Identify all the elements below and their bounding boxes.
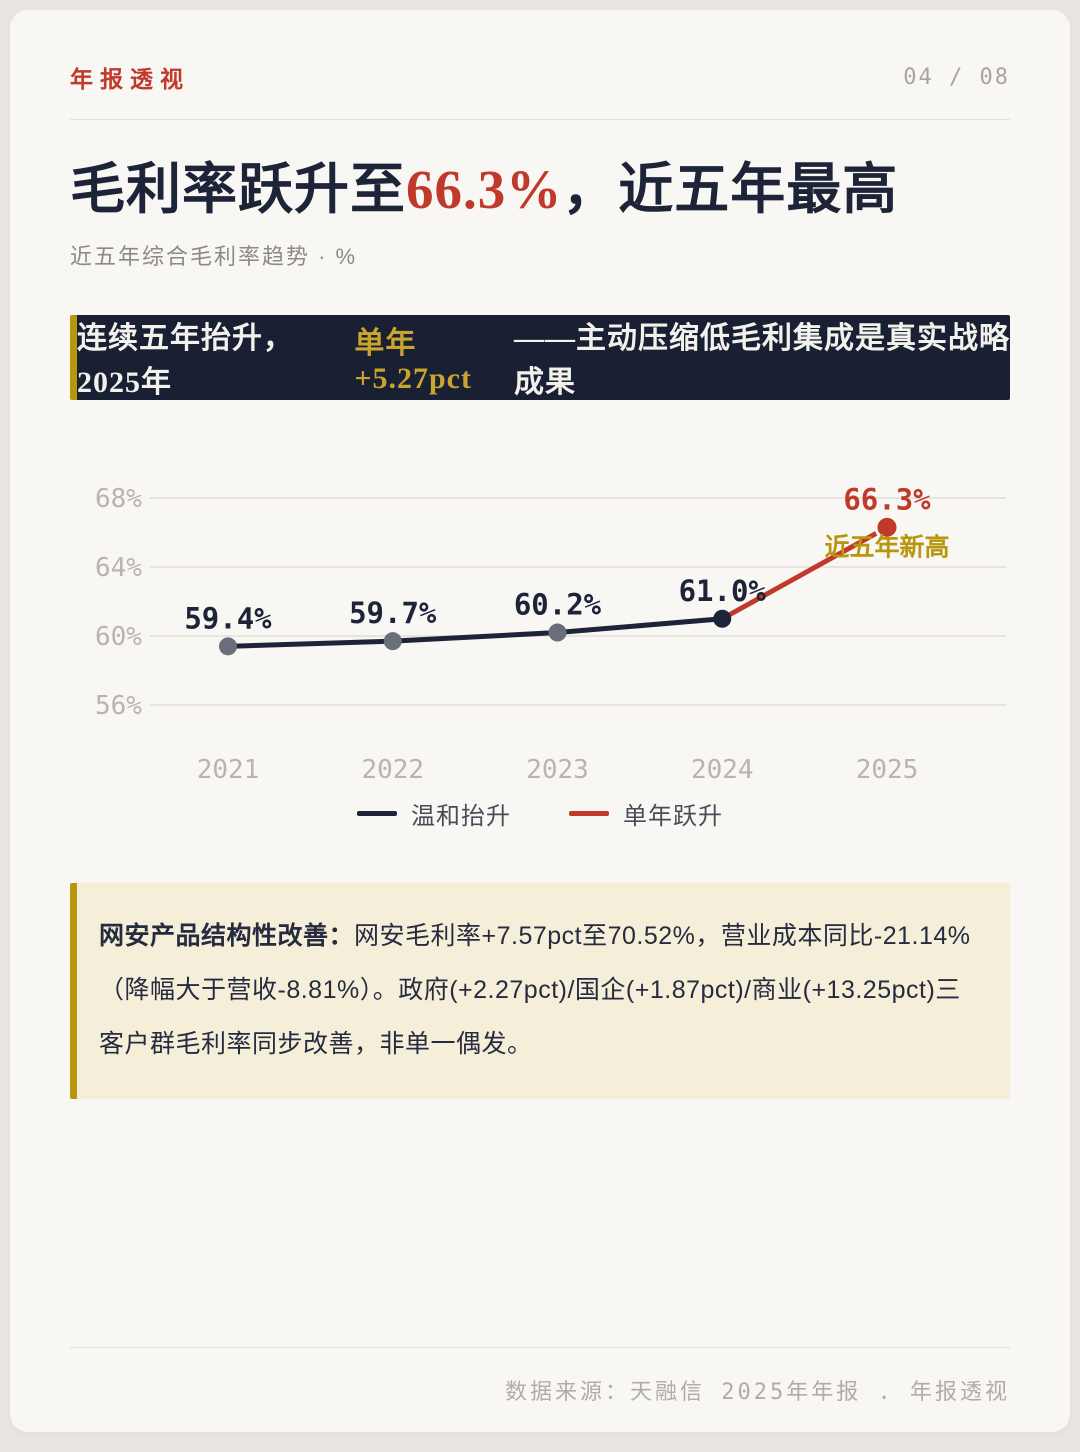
- svg-text:56%: 56%: [95, 691, 142, 721]
- margin-trend-chart: 56% 60% 64% 68% 2021 2022 2023 2024 2025 59.4% 59.…: [70, 460, 1010, 831]
- header: 年报透视 04 / 08: [70, 60, 1010, 94]
- header-divider: [70, 119, 1010, 120]
- insight-lead: 网安产品结构性改善：: [99, 921, 355, 950]
- key-insight-banner: 连续五年抬升，2025年 单年+5.27pct ——主动压缩低毛利集成是真实战略成果: [70, 314, 1010, 400]
- insight-box: 网安产品结构性改善：网安毛利率+7.57pct至70.52%，营业成本同比-21…: [70, 882, 1010, 1099]
- title-highlight: 66.3%: [406, 159, 563, 220]
- footer-divider: [70, 1347, 1010, 1348]
- data-source-text: 数据来源：天融信 2025年年报 . 年报透视: [505, 1380, 1010, 1405]
- report-card: 年报透视 04 / 08 毛利率跃升至66.3%，近五年最高 近五年综合毛利率趋…: [10, 10, 1070, 1432]
- banner-post: ——主动压缩低毛利集成是真实战略成果: [513, 322, 1010, 399]
- svg-text:近五年新高: 近五年新高: [824, 532, 949, 561]
- svg-text:2024: 2024: [691, 755, 754, 785]
- svg-text:2022: 2022: [361, 755, 424, 785]
- title-post: ，近五年最高: [562, 159, 899, 220]
- svg-text:60%: 60%: [95, 622, 142, 652]
- legend-swatch-0: [357, 810, 397, 816]
- svg-text:2021: 2021: [197, 755, 260, 785]
- svg-text:2023: 2023: [526, 755, 589, 785]
- svg-text:2025: 2025: [856, 755, 919, 785]
- insight-body: 网安毛利率+7.57pct至70.52%，营业成本同比-21.14%（降幅大于营…: [99, 921, 971, 1058]
- legend-swatch-1: [569, 810, 609, 816]
- brand-logo-text: 年报透视: [70, 66, 190, 92]
- banner-pre: 连续五年抬升，2025年: [77, 322, 294, 399]
- svg-text:61.0%: 61.0%: [679, 573, 767, 607]
- chart-legend: 温和抬升 单年跃升: [70, 796, 1010, 831]
- footer: 数据来源：天融信 2025年年报 . 年报透视: [70, 1347, 1010, 1406]
- title-pre: 毛利率跃升至: [70, 159, 407, 220]
- svg-text:60.2%: 60.2%: [514, 587, 602, 621]
- line-chart-canvas: 56% 60% 64% 68% 2021 2022 2023 2024 2025 59.4% 59.…: [95, 482, 1006, 785]
- legend-label: 温和抬升: [411, 802, 511, 830]
- banner-highlight: 单年+5.27pct: [354, 327, 472, 395]
- svg-text:64%: 64%: [95, 553, 142, 583]
- legend-item-single-year-jump: 单年跃升: [569, 796, 723, 831]
- svg-text:59.4%: 59.4%: [184, 601, 272, 635]
- svg-text:68%: 68%: [95, 484, 142, 514]
- page-indicator: 04 / 08: [903, 64, 1010, 90]
- chart-subtitle: 近五年综合毛利率趋势 · %: [70, 243, 358, 269]
- page-title: 毛利率跃升至66.3%，近五年最高: [70, 159, 1010, 221]
- svg-text:59.7%: 59.7%: [349, 596, 437, 630]
- legend-label: 单年跃升: [623, 802, 723, 830]
- legend-item-gentle-rise: 温和抬升: [357, 796, 511, 831]
- svg-text:66.3%: 66.3%: [843, 482, 931, 516]
